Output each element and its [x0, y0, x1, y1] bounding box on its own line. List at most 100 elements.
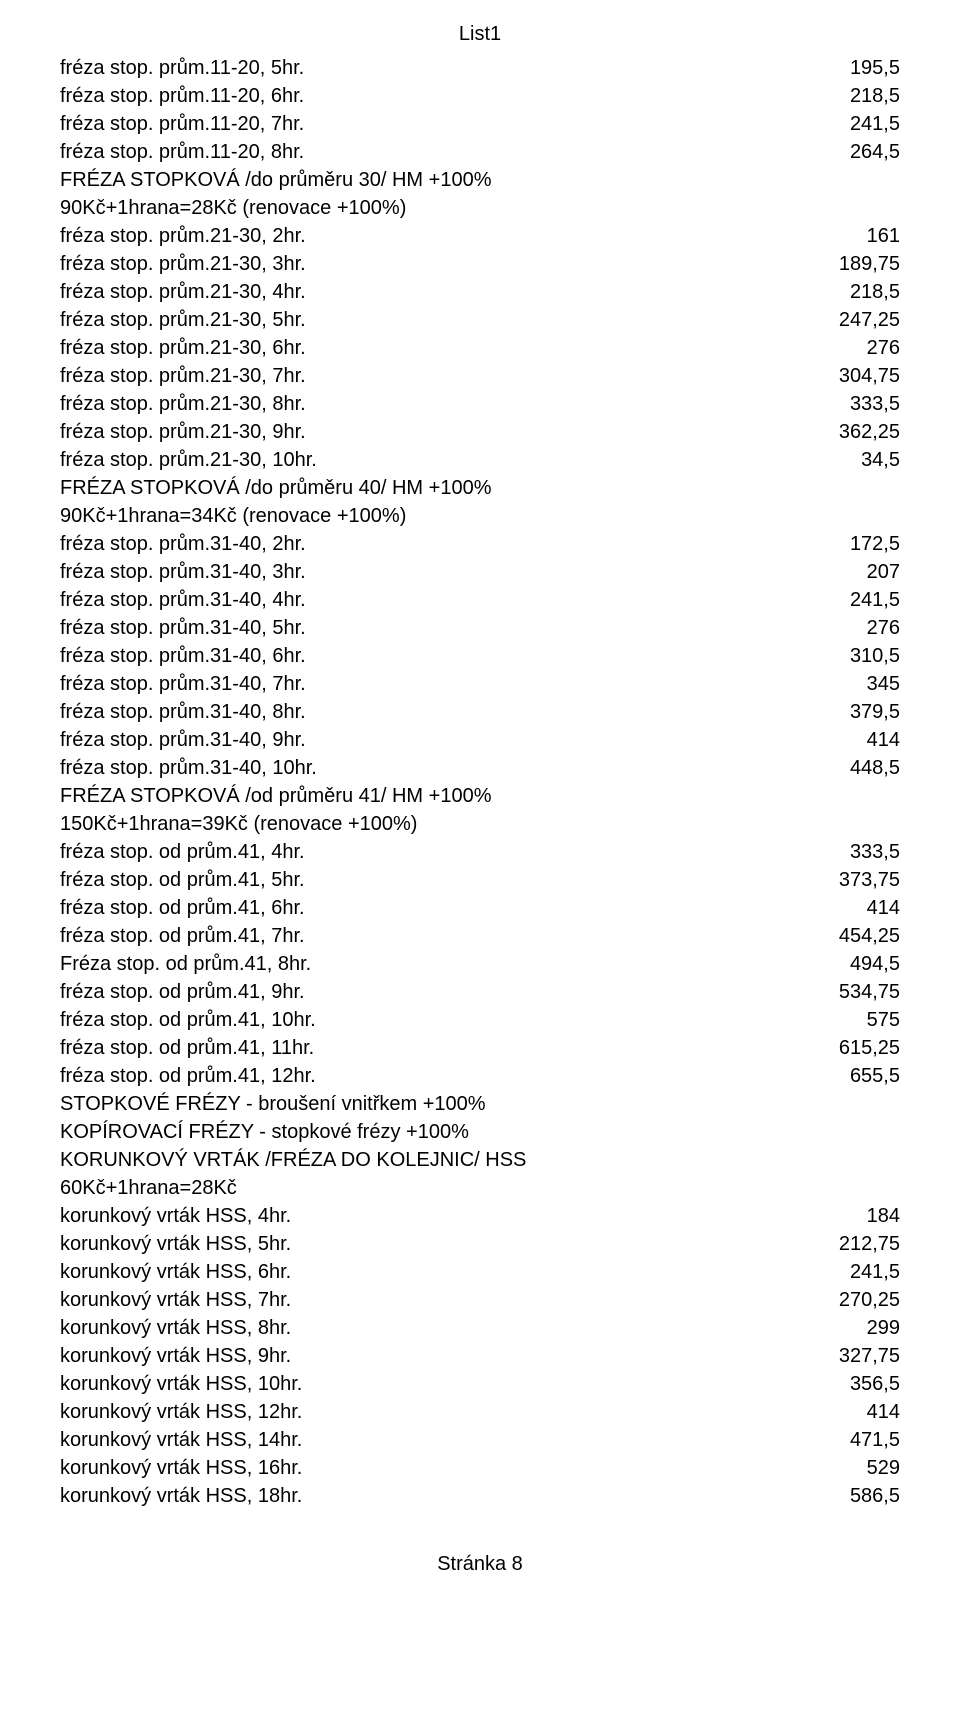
price-row-value: 270,25	[819, 1286, 900, 1314]
price-row-label: fréza stop. od prům.41, 9hr.	[60, 978, 819, 1006]
price-row-value: 218,5	[830, 278, 900, 306]
price-row-label: fréza stop. od prům.41, 11hr.	[60, 1034, 819, 1062]
price-row-value: 34,5	[841, 446, 900, 474]
section-header-text: FRÉZA STOPKOVÁ /do průměru 30/ HM +100%	[60, 166, 900, 194]
price-row: fréza stop. prům.11-20, 8hr.264,5	[60, 138, 900, 166]
price-row: fréza stop. od prům.41, 6hr.414	[60, 894, 900, 922]
price-row: fréza stop. prům.11-20, 7hr.241,5	[60, 110, 900, 138]
price-row-value: 247,25	[819, 306, 900, 334]
price-row-label: fréza stop. prům.31-40, 7hr.	[60, 670, 847, 698]
price-row-value: 454,25	[819, 922, 900, 950]
price-row-label: fréza stop. prům.31-40, 4hr.	[60, 586, 830, 614]
price-row-value: 304,75	[819, 362, 900, 390]
price-row-label: fréza stop. prům.31-40, 6hr.	[60, 642, 830, 670]
price-row-label: korunkový vrták HSS, 5hr.	[60, 1230, 819, 1258]
price-row-label: fréza stop. od prům.41, 5hr.	[60, 866, 819, 894]
price-row-label: fréza stop. od prům.41, 6hr.	[60, 894, 847, 922]
price-row-value: 529	[847, 1454, 900, 1482]
price-row-value: 333,5	[830, 390, 900, 418]
price-row-label: fréza stop. prům.21-30, 6hr.	[60, 334, 847, 362]
price-row-value: 207	[847, 558, 900, 586]
price-row: fréza stop. prům.21-30, 4hr.218,5	[60, 278, 900, 306]
price-row-value: 379,5	[830, 698, 900, 726]
price-row-value: 264,5	[830, 138, 900, 166]
price-row: fréza stop. od prům.41, 5hr.373,75	[60, 866, 900, 894]
price-row-value: 373,75	[819, 866, 900, 894]
price-row: fréza stop. od prům.41, 7hr.454,25	[60, 922, 900, 950]
price-row: korunkový vrták HSS, 12hr.414	[60, 1398, 900, 1426]
price-row: fréza stop. od prům.41, 4hr.333,5	[60, 838, 900, 866]
price-row-value: 195,5	[830, 54, 900, 82]
price-row: fréza stop. od prům.41, 12hr.655,5	[60, 1062, 900, 1090]
price-row-value: 241,5	[830, 586, 900, 614]
price-row: fréza stop. od prům.41, 11hr.615,25	[60, 1034, 900, 1062]
price-row-label: fréza stop. prům.21-30, 2hr.	[60, 222, 847, 250]
price-row: korunkový vrták HSS, 10hr.356,5	[60, 1370, 900, 1398]
price-row-label: fréza stop. prům.11-20, 5hr.	[60, 54, 830, 82]
price-row-label: fréza stop. prům.11-20, 8hr.	[60, 138, 830, 166]
price-row-label: korunkový vrták HSS, 9hr.	[60, 1342, 819, 1370]
price-row-label: fréza stop. prům.11-20, 7hr.	[60, 110, 830, 138]
price-row: fréza stop. prům.11-20, 5hr.195,5	[60, 54, 900, 82]
price-row-label: fréza stop. prům.31-40, 2hr.	[60, 530, 830, 558]
price-row-value: 414	[847, 894, 900, 922]
price-row: fréza stop. prům.21-30, 3hr.189,75	[60, 250, 900, 278]
price-row: korunkový vrták HSS, 16hr.529	[60, 1454, 900, 1482]
section-header-text: 60Kč+1hrana=28Kč	[60, 1174, 900, 1202]
price-row-value: 414	[847, 1398, 900, 1426]
price-row: korunkový vrták HSS, 7hr.270,25	[60, 1286, 900, 1314]
price-row-label: fréza stop. prům.21-30, 3hr.	[60, 250, 819, 278]
price-row-value: 189,75	[819, 250, 900, 278]
price-row-label: korunkový vrták HSS, 7hr.	[60, 1286, 819, 1314]
price-row-value: 333,5	[830, 838, 900, 866]
price-row-value: 414	[847, 726, 900, 754]
price-row-label: korunkový vrták HSS, 10hr.	[60, 1370, 830, 1398]
price-row-label: korunkový vrták HSS, 4hr.	[60, 1202, 847, 1230]
price-row: fréza stop. prům.31-40, 2hr.172,5	[60, 530, 900, 558]
price-row-value: 241,5	[830, 1258, 900, 1286]
price-row: fréza stop. prům.21-30, 2hr.161	[60, 222, 900, 250]
price-row: fréza stop. prům.31-40, 6hr.310,5	[60, 642, 900, 670]
price-row-label: fréza stop. od prům.41, 12hr.	[60, 1062, 830, 1090]
price-row-label: fréza stop. od prům.41, 10hr.	[60, 1006, 847, 1034]
price-row-label: fréza stop. prům.21-30, 10hr.	[60, 446, 841, 474]
price-row-value: 356,5	[830, 1370, 900, 1398]
price-row: fréza stop. prům.21-30, 10hr.34,5	[60, 446, 900, 474]
price-row: fréza stop. prům.21-30, 8hr.333,5	[60, 390, 900, 418]
price-row-label: fréza stop. prům.11-20, 6hr.	[60, 82, 830, 110]
price-row-value: 534,75	[819, 978, 900, 1006]
price-row-value: 212,75	[819, 1230, 900, 1258]
section-header-text: 150Kč+1hrana=39Kč (renovace +100%)	[60, 810, 900, 838]
price-row: korunkový vrták HSS, 5hr.212,75	[60, 1230, 900, 1258]
price-row-label: fréza stop. prům.21-30, 4hr.	[60, 278, 830, 306]
price-row-value: 586,5	[830, 1482, 900, 1510]
price-row-label: fréza stop. prům.21-30, 5hr.	[60, 306, 819, 334]
section-header-text: FRÉZA STOPKOVÁ /od průměru 41/ HM +100%	[60, 782, 900, 810]
price-row-label: fréza stop. prům.31-40, 5hr.	[60, 614, 847, 642]
price-row: fréza stop. prům.31-40, 10hr.448,5	[60, 754, 900, 782]
price-row: fréza stop. prům.21-30, 6hr.276	[60, 334, 900, 362]
price-row: fréza stop. prům.31-40, 7hr.345	[60, 670, 900, 698]
price-row-label: korunkový vrták HSS, 12hr.	[60, 1398, 847, 1426]
price-row: korunkový vrták HSS, 6hr.241,5	[60, 1258, 900, 1286]
price-row-value: 345	[847, 670, 900, 698]
price-row-value: 299	[847, 1314, 900, 1342]
price-list-body: fréza stop. prům.11-20, 5hr.195,5fréza s…	[60, 54, 900, 1510]
price-row-label: fréza stop. prům.21-30, 7hr.	[60, 362, 819, 390]
price-row: korunkový vrták HSS, 18hr.586,5	[60, 1482, 900, 1510]
price-row: fréza stop. prům.31-40, 5hr.276	[60, 614, 900, 642]
price-row-value: 327,75	[819, 1342, 900, 1370]
price-row-label: fréza stop. prům.21-30, 9hr.	[60, 418, 819, 446]
price-row: fréza stop. prům.31-40, 9hr.414	[60, 726, 900, 754]
page-header-title: List1	[60, 20, 900, 48]
page-footer: Stránka 8	[60, 1550, 900, 1578]
section-header-text: KORUNKOVÝ VRTÁK /FRÉZA DO KOLEJNIC/ HSS	[60, 1146, 900, 1174]
price-row-value: 448,5	[830, 754, 900, 782]
price-row: fréza stop. prům.21-30, 9hr.362,25	[60, 418, 900, 446]
price-row: fréza stop. prům.21-30, 5hr.247,25	[60, 306, 900, 334]
section-header-text: KOPÍROVACÍ FRÉZY - stopkové frézy +100%	[60, 1118, 900, 1146]
price-row: korunkový vrták HSS, 4hr.184	[60, 1202, 900, 1230]
price-row-value: 218,5	[830, 82, 900, 110]
price-row: fréza stop. od prům.41, 10hr.575	[60, 1006, 900, 1034]
price-row-label: korunkový vrták HSS, 18hr.	[60, 1482, 830, 1510]
